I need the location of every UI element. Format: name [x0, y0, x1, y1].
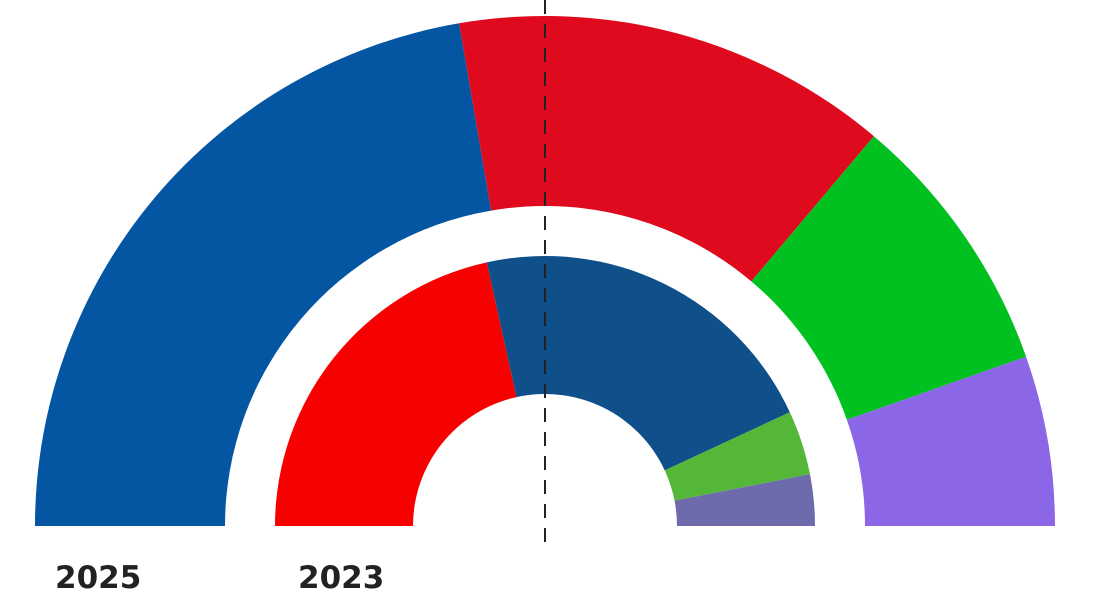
seat-segment-2023-4	[674, 474, 815, 526]
ring-label-inner: 2023	[298, 560, 385, 596]
seat-segment-2023-1	[275, 262, 517, 526]
seat-segment-2023-3	[664, 412, 810, 501]
seat-segment-2023-2	[486, 255, 790, 471]
seat-segment-2025-3	[751, 136, 1027, 420]
seat-segment-2025-2	[459, 16, 874, 282]
seat-segment-2025-1	[35, 23, 492, 527]
seat-segment-2025-4	[846, 356, 1055, 526]
ring-label-outer: 2025	[55, 560, 142, 596]
